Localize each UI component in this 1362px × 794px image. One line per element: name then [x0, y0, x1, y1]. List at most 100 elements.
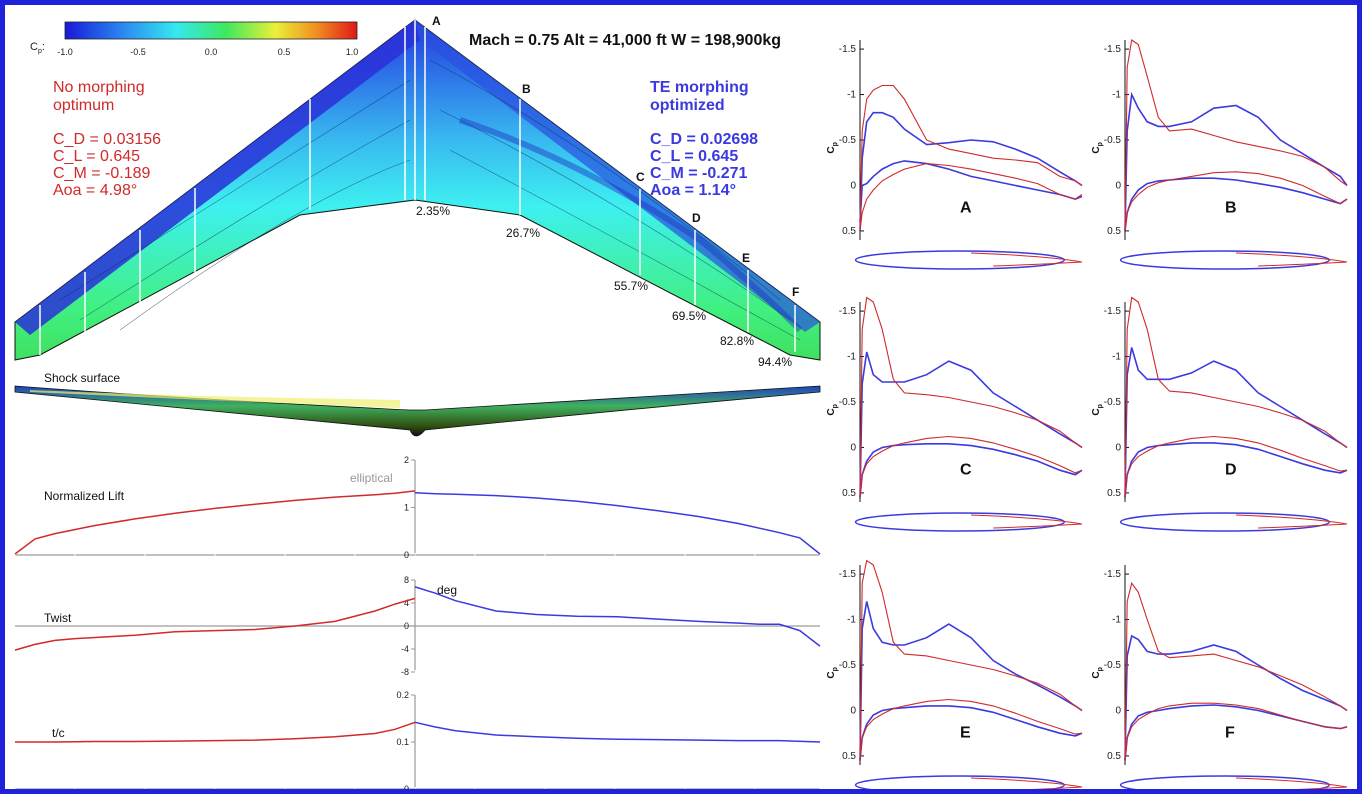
station-letter-c: C — [636, 170, 645, 184]
cp-panels: -1.5-1-0.500.5CpA-1.5-1-0.500.5CpB-1.5-1… — [826, 39, 1348, 789]
figure-canvas: Cp: -1.0 -0.5 0.0 0.5 1.0 A B C D E F 2.… — [14, 14, 1348, 789]
lift-plot: Normalized Lift 0 1 2 elliptical — [14, 455, 821, 560]
legend-right-title1: TE morphing — [650, 79, 749, 96]
legend-right-cm: C_M = -0.271 — [650, 165, 747, 182]
colorbar: Cp: -1.0 -0.5 0.0 0.5 1.0 — [30, 21, 359, 57]
cp-lower-no-morphing — [859, 435, 1083, 498]
airfoil-no-morphing — [1235, 252, 1348, 267]
colorbar-tick: 1.0 — [346, 47, 359, 57]
wing-planform — [14, 19, 821, 361]
y-tick-label: -1.5 — [1104, 44, 1122, 55]
y-tick-label: 0.5 — [1107, 751, 1121, 762]
series-morphing-line — [414, 721, 821, 743]
y-tick-label: -1.5 — [1104, 569, 1122, 580]
y-tick-label: 0.5 — [1107, 488, 1121, 499]
y-tick-label: -1 — [847, 90, 856, 101]
cp-panel-d: -1.5 -1 -0.5 0 0.5 Cp D — [1091, 296, 1348, 532]
station-letter-a: A — [432, 14, 441, 28]
cp-lower-no-morphing — [859, 698, 1083, 761]
tc-plot: t/c 0.2 0.1 0 — [14, 690, 821, 789]
y-tick-label: 0 — [1115, 705, 1121, 716]
series-no-morphing-line — [15, 721, 416, 743]
cp-upper-morphing — [859, 601, 1083, 761]
shock-surface-label: Shock surface — [44, 371, 120, 385]
twist-plot: Twist 8 4 0 -4 -8 deg — [14, 575, 821, 677]
station-letter-e: E — [742, 251, 750, 265]
airfoil-morphing — [1119, 775, 1330, 789]
y-tick-label: -0.5 — [1104, 660, 1122, 671]
y-tick-label: -0.5 — [839, 135, 857, 146]
y-tick-label: -0.5 — [839, 660, 857, 671]
y-tick-label: 0 — [1115, 442, 1121, 453]
cp-lower-morphing — [859, 160, 1083, 222]
colorbar-tick: 0.5 — [278, 47, 291, 57]
y-tick-label: -1 — [847, 352, 856, 363]
cp-upper-morphing — [1124, 634, 1348, 761]
cp-lower-no-morphing — [1124, 702, 1348, 761]
cp-lower-morphing — [859, 705, 1083, 761]
y-tick-label: -4 — [401, 644, 409, 654]
airfoil-no-morphing — [970, 514, 1083, 529]
panel-letter: C — [960, 462, 972, 479]
station-pct-f: 94.4% — [758, 355, 792, 369]
legend-right-cd: C_D = 0.02698 — [650, 131, 758, 148]
y-tick-label: 4 — [404, 598, 409, 608]
cp-axis-label: Cp — [826, 404, 839, 416]
panel-letter: B — [1225, 200, 1237, 217]
deg-label: deg — [437, 583, 457, 597]
airfoil-morphing — [1119, 512, 1330, 532]
legend-left-cd: C_D = 0.03156 — [53, 131, 161, 148]
cp-upper-morphing — [859, 111, 1083, 231]
y-tick-label: 0.5 — [842, 488, 856, 499]
station-letter-d: D — [692, 211, 701, 225]
shock-surface: Shock surface — [14, 371, 821, 437]
cp-upper-no-morphing — [859, 559, 1083, 761]
colorbar-tick: -1.0 — [57, 47, 73, 57]
y-tick-label: 0.5 — [842, 751, 856, 762]
cp-upper-no-morphing — [1124, 39, 1348, 231]
y-tick-label: 8 — [404, 575, 409, 585]
cp-panel-b: -1.5 -1 -0.5 0 0.5 Cp B — [1091, 39, 1348, 270]
station-pct-a: 2.35% — [416, 204, 450, 218]
station-labels: A B C D E F 2.35% 26.7% 55.7% 69.5% 82.8… — [416, 14, 799, 369]
y-tick-label: 0 — [404, 784, 409, 789]
station-letter-f: F — [792, 285, 799, 299]
airfoil-no-morphing — [1235, 777, 1348, 789]
elliptical-label: elliptical — [350, 471, 393, 485]
cp-axis-label: Cp — [1091, 404, 1104, 416]
cp-upper-no-morphing — [1124, 296, 1348, 498]
legend-right-aoa: Aoa = 1.14° — [650, 182, 736, 199]
station-pct-d: 69.5% — [672, 309, 706, 323]
y-tick-label: -1.5 — [839, 44, 857, 55]
cp-lower-no-morphing — [1124, 171, 1348, 231]
legend-right-title2: optimized — [650, 97, 725, 114]
cp-upper-no-morphing — [1124, 581, 1348, 761]
y-tick-label: 0.2 — [396, 690, 409, 700]
y-tick-label: 0 — [850, 180, 856, 191]
panel-letter: E — [960, 725, 971, 742]
cp-lower-no-morphing — [859, 163, 1083, 231]
airfoil-no-morphing — [970, 252, 1083, 267]
airfoil-morphing — [854, 775, 1065, 789]
lift-plot-title: Normalized Lift — [44, 489, 125, 503]
series-no-morphing-line — [14, 597, 416, 651]
y-tick-label: -0.5 — [1104, 397, 1122, 408]
y-tick-label: -1.5 — [1104, 306, 1122, 317]
y-tick-label: -0.5 — [839, 397, 857, 408]
cp-axis-label: Cp — [826, 142, 839, 154]
station-letter-b: B — [522, 82, 531, 96]
legend-left-cm: C_M = -0.189 — [53, 165, 150, 182]
y-tick-label: -1.5 — [839, 306, 857, 317]
legend-left-cl: C_L = 0.645 — [53, 148, 140, 165]
legend-no-morphing: No morphing optimum C_D = 0.03156 C_L = … — [53, 79, 161, 199]
legend-left-title1: No morphing — [53, 79, 145, 96]
airfoil-no-morphing — [970, 777, 1083, 789]
cp-upper-no-morphing — [859, 296, 1083, 498]
y-tick-label: 0 — [404, 621, 409, 631]
tc-plot-title: t/c — [52, 726, 65, 740]
station-pct-c: 55.7% — [614, 279, 648, 293]
cp-axis-label: Cp — [1091, 667, 1104, 679]
cp-panel-a: -1.5 -1 -0.5 0 0.5 Cp A — [826, 40, 1083, 270]
y-tick-label: 0.5 — [1107, 226, 1121, 237]
